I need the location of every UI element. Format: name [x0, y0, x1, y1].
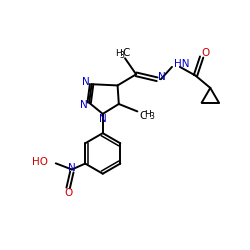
Text: 3: 3: [149, 112, 154, 120]
Text: O: O: [64, 188, 72, 198]
Text: N: N: [99, 114, 106, 124]
Text: N: N: [68, 162, 76, 172]
Text: N: N: [80, 100, 88, 110]
Text: O: O: [201, 48, 209, 58]
Text: C: C: [139, 110, 146, 120]
Text: N: N: [82, 77, 90, 87]
Text: C: C: [122, 48, 130, 58]
Text: N: N: [158, 72, 166, 82]
Text: H: H: [115, 49, 121, 58]
Text: HO: HO: [32, 156, 48, 166]
Text: H: H: [144, 110, 151, 118]
Text: HN: HN: [174, 60, 190, 70]
Text: 3: 3: [120, 50, 125, 59]
